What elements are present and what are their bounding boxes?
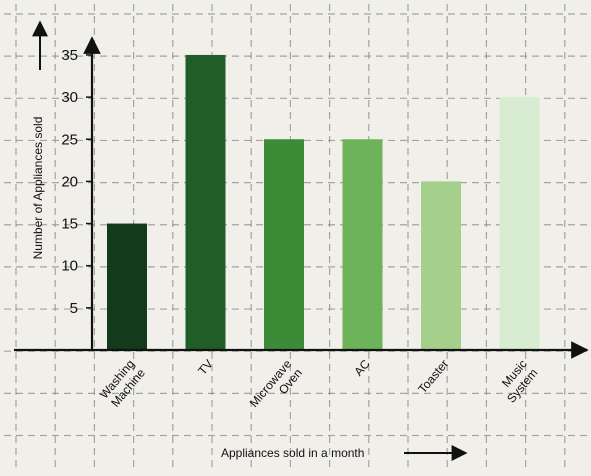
x-tick-label: TV — [195, 357, 216, 378]
y-tick-label: 10 — [61, 258, 78, 275]
bar — [107, 223, 147, 350]
y-tick-label: 15 — [61, 216, 78, 233]
bar — [264, 139, 304, 350]
y-tick-label: 20 — [61, 173, 78, 190]
x-tick-label-line: TV — [195, 357, 216, 378]
x-tick-label: WashingMachine — [97, 357, 148, 411]
bar — [185, 54, 226, 350]
x-tick-label-line: Toaster — [415, 357, 451, 396]
y-tick-label: 30 — [61, 89, 78, 106]
x-tick-label: MicrowaveOven — [247, 357, 306, 419]
y-tick-label: 35 — [61, 47, 78, 64]
x-axis-title: Appliances sold in a month — [221, 446, 364, 460]
x-tick-label: AC — [351, 357, 373, 379]
y-tick-label: 5 — [70, 300, 78, 317]
y-axis-title: Number of Appliances sold — [31, 117, 45, 260]
bar — [421, 181, 461, 350]
x-tick-label-line: AC — [351, 357, 373, 379]
bar — [342, 139, 383, 350]
x-tick-label: Toaster — [415, 357, 451, 396]
y-tick-label: 25 — [61, 131, 78, 148]
axes — [14, 20, 589, 359]
bars — [107, 54, 540, 350]
x-tick-label: MusicSystem — [493, 357, 540, 406]
bar — [499, 97, 540, 350]
